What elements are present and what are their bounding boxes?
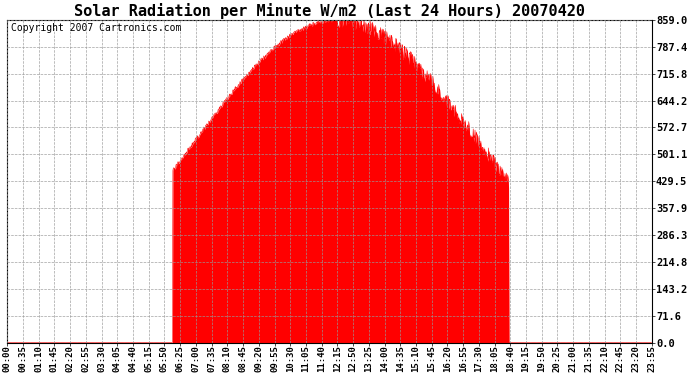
Text: Copyright 2007 Cartronics.com: Copyright 2007 Cartronics.com (10, 23, 181, 33)
Title: Solar Radiation per Minute W/m2 (Last 24 Hours) 20070420: Solar Radiation per Minute W/m2 (Last 24… (74, 3, 585, 19)
